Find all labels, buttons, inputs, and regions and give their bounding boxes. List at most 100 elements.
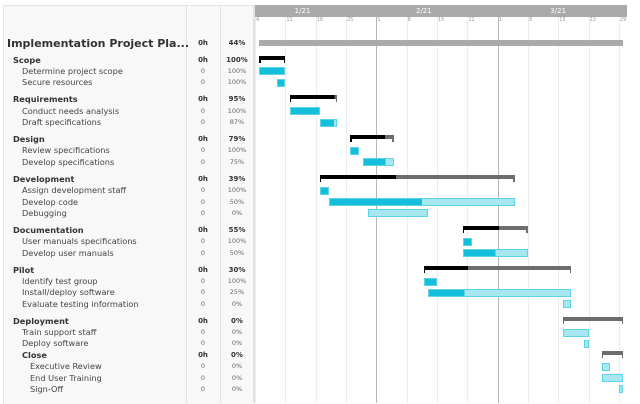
task-name: End User Training (30, 372, 102, 383)
task-row[interactable]: Develop user manuals 0 50% (0, 248, 253, 259)
summary-bar[interactable] (319, 174, 515, 179)
task-row[interactable]: Review specifications 0 100% (0, 145, 253, 156)
task-percent: 0% (231, 208, 243, 217)
task-percent: 100% (227, 277, 247, 285)
task-row[interactable]: Secure resources 0 100% (0, 77, 253, 88)
task-row[interactable]: Sign-Off 0 0% (0, 384, 253, 395)
task-row[interactable]: End User Training 0 0% (0, 373, 253, 384)
task-percent: 0% (231, 373, 243, 382)
task-percent: 0% (231, 384, 243, 393)
task-row[interactable]: Documentation 0h 55% (0, 225, 253, 236)
task-hours: 0 (200, 157, 206, 166)
summary-bar[interactable] (462, 225, 528, 230)
task-row[interactable]: Close 0h 0% (0, 350, 253, 361)
summary-bar[interactable] (601, 350, 624, 355)
task-percent: 44% (228, 38, 246, 47)
month-gridline (497, 17, 499, 403)
task-name: Develop specifications (22, 156, 115, 167)
task-hours: 0 (200, 288, 206, 297)
task-hours: 0 (200, 362, 206, 371)
month-label: 3/21 (550, 7, 567, 15)
task-bar[interactable] (618, 385, 624, 394)
task-row[interactable]: Identify test group 0 100% (0, 276, 253, 287)
task-row[interactable]: Design 0h 79% (0, 134, 253, 145)
task-bar[interactable] (562, 328, 589, 337)
summary-bar[interactable] (350, 135, 394, 140)
task-bar[interactable] (259, 67, 286, 76)
task-row[interactable]: Determine project scope 0 100% (0, 66, 253, 77)
day-gridline (255, 17, 256, 403)
day-label: 25 (346, 17, 354, 23)
summary-bar-cap (350, 135, 352, 143)
day-gridline (618, 17, 620, 403)
task-bar[interactable] (367, 209, 429, 218)
project-summary-bar[interactable] (259, 39, 624, 46)
task-row[interactable]: Executive Review 0 0% (0, 361, 253, 372)
task-percent: 87% (229, 118, 245, 126)
task-row[interactable]: Draft specifications 0 87% (0, 117, 253, 128)
task-bar[interactable] (423, 277, 437, 286)
day-label: 1 (377, 17, 381, 23)
task-name: Assign development staff (22, 185, 127, 196)
task-hours: 0 (200, 146, 206, 155)
column-divider (253, 5, 254, 403)
task-bar[interactable] (562, 300, 572, 309)
task-hours: 0h (198, 135, 208, 144)
task-row[interactable]: Train support staff 0 0% (0, 327, 253, 338)
task-name: Determine project scope (22, 65, 123, 76)
task-row[interactable]: User manuals specifications 0 100% (0, 236, 253, 247)
task-hours: 0h (198, 265, 208, 274)
task-row[interactable]: Deployment 0h 0% (0, 316, 253, 327)
task-bar[interactable] (289, 107, 320, 116)
task-row[interactable]: Pilot 0h 30% (0, 265, 253, 276)
month-label: 1/21 (294, 7, 311, 15)
task-bar[interactable] (601, 374, 624, 382)
task-bar[interactable] (363, 158, 394, 167)
task-percent: 0% (231, 362, 243, 371)
summary-bar[interactable] (423, 265, 572, 270)
task-bar[interactable] (462, 249, 528, 258)
task-hours: 0 (200, 328, 206, 337)
task-name: Requirements (13, 94, 78, 105)
task-row[interactable]: Develop code 0 50% (0, 197, 253, 208)
task-hours: 0h (198, 350, 208, 359)
task-row[interactable]: Install/deploy software 0 25% (0, 287, 253, 298)
task-row[interactable]: Requirements 0h 95% (0, 94, 253, 105)
day-label: 11 (286, 17, 293, 23)
task-bar[interactable] (276, 78, 286, 87)
task-row[interactable]: Evaluate testing information 0 0% (0, 299, 253, 310)
task-row[interactable]: Development 0h 39% (0, 174, 253, 185)
summary-bar-cap (289, 95, 292, 103)
summary-bar-cap (601, 350, 604, 358)
task-bar[interactable] (328, 198, 515, 206)
day-gridline (285, 17, 287, 403)
task-row[interactable]: Develop specifications 0 75% (0, 157, 253, 168)
summary-bar[interactable] (289, 95, 338, 100)
task-row[interactable]: Deploy software 0 0% (0, 338, 253, 349)
task-hours: 0 (200, 277, 206, 285)
task-hours: 0 (200, 248, 206, 257)
task-row[interactable]: Implementation Project Pla... 0h 44% (0, 38, 253, 49)
task-row[interactable]: Debugging 0 0% (0, 208, 253, 219)
task-percent: 75% (229, 157, 245, 166)
summary-bar[interactable] (259, 55, 286, 60)
task-bar[interactable] (319, 186, 329, 195)
summary-bar-cap (513, 174, 515, 182)
task-hours: 0 (200, 186, 206, 195)
task-bar[interactable] (350, 146, 359, 155)
task-name: Deploy software (22, 338, 89, 349)
task-bar[interactable] (584, 339, 589, 348)
task-name: User manuals specifications (22, 236, 137, 247)
task-name: Scope (13, 54, 41, 65)
task-percent: 95% (228, 95, 246, 104)
task-row[interactable]: Conduct needs analysis 0 100% (0, 106, 253, 117)
task-hours: 0 (200, 78, 206, 87)
task-row[interactable]: Assign development staff 0 100% (0, 185, 253, 196)
month-header: 1/21 2/21 3/21 (255, 5, 627, 17)
task-bar[interactable] (462, 237, 472, 246)
task-bar[interactable] (428, 288, 572, 297)
task-bar[interactable] (601, 362, 611, 371)
task-bar[interactable] (319, 118, 338, 127)
task-row[interactable]: Scope 0h 100% (0, 55, 253, 66)
summary-bar[interactable] (562, 316, 624, 321)
